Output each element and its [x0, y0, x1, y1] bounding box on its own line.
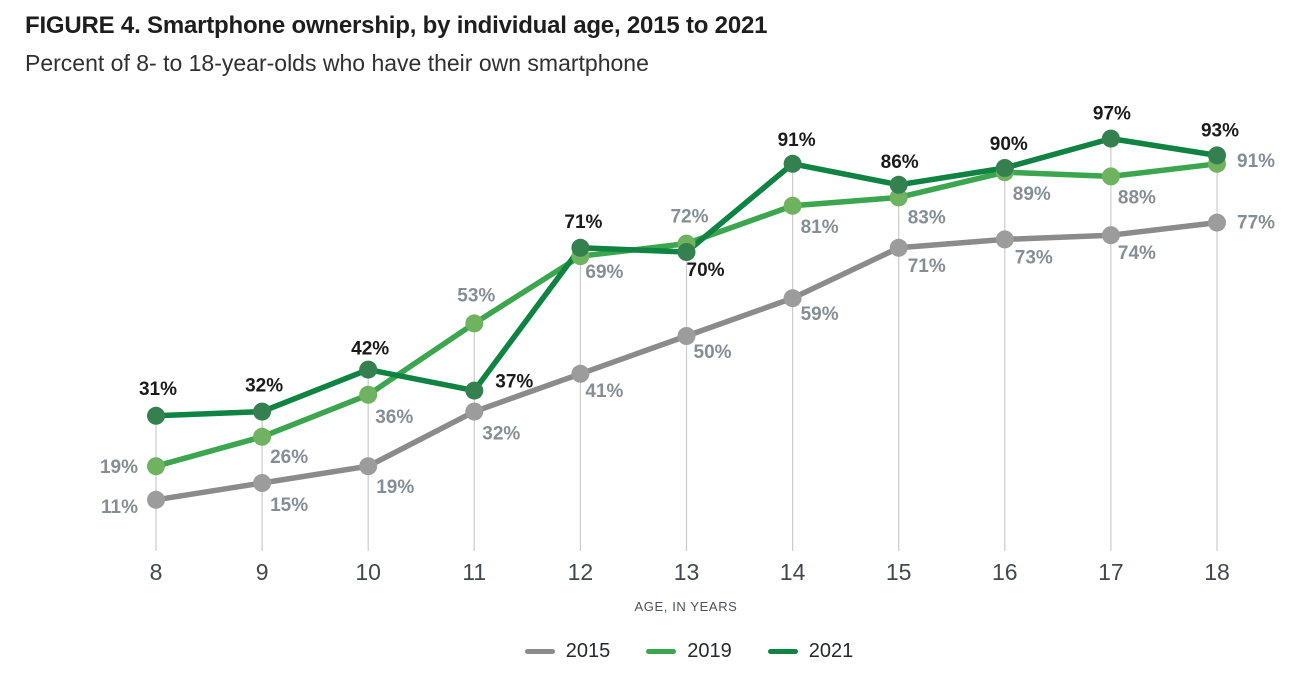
legend-dash-icon [767, 649, 798, 654]
data-label-2021: 93% [1201, 120, 1239, 141]
data-point-2019 [889, 188, 908, 207]
x-tick-label: 14 [780, 559, 806, 585]
data-label-2021: 91% [778, 130, 816, 151]
data-label-2015: 50% [694, 342, 732, 363]
legend-item-2021: 2021 [767, 640, 854, 663]
data-label-2015: 74% [1118, 243, 1156, 264]
legend-label: 2015 [565, 640, 611, 662]
data-label-2021: 90% [990, 134, 1028, 155]
data-label-2021: 86% [881, 152, 919, 173]
data-label-2015: 77% [1237, 213, 1275, 234]
data-point-2021 [253, 402, 272, 421]
data-point-2015 [253, 474, 272, 492]
data-label-2019: 83% [908, 207, 946, 228]
data-point-2021 [889, 175, 908, 194]
legend-dash-icon [646, 649, 677, 654]
legend-item-2015: 2015 [524, 640, 611, 663]
data-point-2019 [465, 314, 484, 333]
data-label-2021: 70% [687, 260, 725, 281]
data-label-2021: 37% [495, 372, 533, 393]
data-label-2015: 15% [270, 495, 308, 516]
data-label-2019: 88% [1118, 187, 1156, 208]
data-point-2019 [147, 457, 165, 476]
x-tick-label: 12 [568, 559, 594, 585]
data-point-2019 [359, 385, 378, 404]
data-label-2015: 73% [1015, 247, 1053, 268]
x-axis-title: AGE, IN YEARS [635, 599, 738, 614]
x-tick-label: 9 [256, 559, 269, 585]
data-label-2019: 81% [801, 217, 839, 238]
legend-label: 2021 [808, 640, 854, 662]
data-point-2015 [783, 289, 802, 308]
data-label-2019: 53% [457, 285, 495, 306]
data-label-2015: 11% [101, 497, 138, 518]
x-tick-label: 18 [1204, 559, 1230, 585]
data-label-2021: 42% [351, 339, 389, 360]
data-label-2021: 71% [564, 212, 602, 233]
data-point-2015 [1101, 226, 1120, 245]
data-point-2015 [889, 238, 908, 257]
data-point-2021 [359, 360, 378, 379]
data-label-2021: 32% [245, 376, 283, 397]
data-label-2019: 26% [270, 447, 308, 468]
data-label-2019: 36% [375, 407, 413, 428]
data-label-2015: 32% [482, 424, 520, 445]
x-tick-label: 16 [992, 559, 1018, 585]
data-point-2015 [677, 327, 696, 345]
data-label-2021: 97% [1093, 104, 1131, 125]
data-point-2015 [571, 364, 590, 383]
x-tick-label: 17 [1098, 559, 1124, 585]
x-tick-label: 15 [886, 559, 912, 585]
data-point-2021 [465, 381, 484, 400]
chart-canvas: 8 9 10 11 12 13 14 15 16 17 18 AGE, IN YEARS 11% 15% 1… [100, 104, 1275, 614]
legend-item-2019: 2019 [646, 640, 732, 663]
data-point-2021 [1101, 129, 1120, 148]
data-point-2015 [147, 490, 165, 509]
data-point-2015 [995, 230, 1014, 249]
data-label-2019: 72% [670, 207, 708, 228]
data-label-2019: 69% [585, 262, 623, 283]
data-point-2019 [253, 427, 272, 446]
figure-subtitle: Percent of 8- to 18-year-olds who have t… [25, 50, 649, 76]
data-label-2019: 89% [1013, 184, 1051, 205]
data-point-2015 [1208, 213, 1226, 232]
data-point-2021 [571, 238, 590, 257]
data-point-2015 [465, 402, 484, 421]
x-tick-label: 10 [355, 559, 381, 585]
x-tick-label: 11 [462, 559, 486, 585]
data-label-2019: 19% [100, 457, 138, 478]
legend-items: 2015 2019 2021 [524, 640, 854, 663]
data-point-2019 [1101, 167, 1120, 186]
data-point-2019 [783, 196, 802, 215]
x-tick-label: 8 [150, 559, 163, 585]
legend-dash-icon [524, 649, 555, 654]
data-point-2021 [1208, 146, 1226, 165]
data-label-2019: 91% [1237, 151, 1275, 172]
legend-label: 2019 [687, 640, 732, 662]
data-label-2015: 59% [801, 304, 839, 325]
data-point-2021 [147, 406, 165, 425]
data-label-2015: 41% [585, 381, 623, 402]
data-point-2021 [783, 154, 802, 173]
data-point-2015 [359, 457, 378, 476]
chart-legend: 2015 2019 2021 [0, 640, 1296, 663]
data-label-2015: 71% [908, 256, 946, 277]
figure-title: FIGURE 4. Smartphone ownership, by indiv… [25, 12, 768, 39]
data-point-2021 [677, 243, 696, 261]
data-point-2021 [995, 159, 1014, 177]
data-label-2015: 19% [376, 477, 414, 498]
x-tick-label: 13 [674, 559, 700, 585]
data-label-2021: 31% [139, 379, 177, 400]
